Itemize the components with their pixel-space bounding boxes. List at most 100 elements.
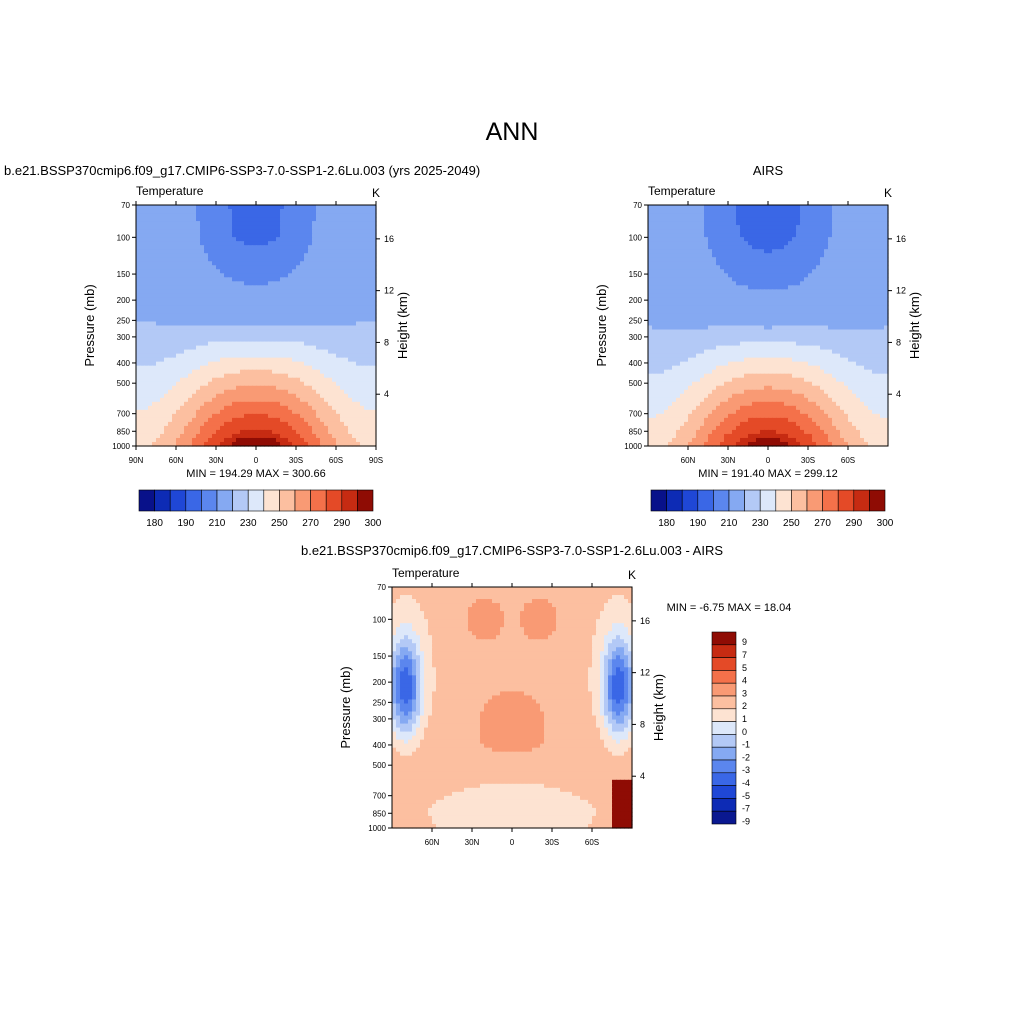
field-cell [268,237,273,242]
field-cell [368,413,373,419]
field-cell [296,417,301,423]
field-cell [800,261,805,266]
field-cell [264,317,269,323]
field-cell [336,301,341,307]
field-cell [352,365,357,371]
field-cell [284,393,289,399]
field-cell [360,241,365,246]
field-cell [224,265,229,270]
field-cell [804,209,809,214]
field-cell [320,369,325,375]
field-cell [236,305,241,311]
field-cell [324,297,329,302]
field-cell [256,273,261,278]
field-cell [828,261,833,266]
field-cell [848,277,853,282]
field-cell [284,245,289,250]
field-cell [292,309,297,315]
field-cell [332,413,337,419]
field-cell [264,217,269,222]
field-cell [180,305,185,311]
field-cell [144,213,149,218]
field-cell [180,393,185,399]
field-cell [160,221,165,226]
field-cell [196,397,201,403]
field-cell [284,321,289,327]
field-cell [264,233,269,238]
field-cell [876,237,881,242]
field-cell [280,213,285,218]
field-cell [356,413,361,419]
field-cell [200,329,205,335]
field-cell [252,253,257,258]
field-cell [752,277,757,282]
field-cell [244,381,249,387]
field-cell [324,409,329,415]
field-cell [756,213,761,218]
field-cell [172,413,177,419]
field-cell [272,233,277,238]
field-cell [280,269,285,274]
field-cell [196,269,201,274]
field-cell [848,217,853,222]
field-cell [148,349,153,355]
field-cell [704,253,709,258]
field-cell [144,265,149,270]
field-cell [856,213,861,218]
field-cell [220,361,225,367]
field-cell [184,273,189,278]
field-cell [328,421,333,427]
field-cell [172,273,177,278]
field-cell [272,237,277,242]
field-cell [284,401,289,407]
field-cell [356,209,361,214]
field-cell [136,265,141,270]
field-cell [300,401,305,407]
field-cell [144,377,149,383]
field-cell [216,269,221,274]
field-cell [328,257,333,262]
field-cell [240,241,245,246]
field-cell [208,249,213,254]
field-cell [320,349,325,355]
field-cell [240,305,245,311]
field-cell [848,261,853,266]
field-cell [144,325,149,331]
field-cell [240,277,245,282]
field-cell [140,373,145,379]
field-cell [656,241,661,246]
field-cell [816,285,821,290]
field-cell [336,353,341,359]
field-cell [372,257,377,262]
field-cell [340,381,345,387]
field-cell [252,321,257,327]
field-cell [200,273,205,278]
field-cell [720,245,725,250]
field-cell [208,217,213,222]
field-cell [676,237,681,242]
field-cell [856,253,861,258]
field-cell [312,285,317,290]
field-cell [352,285,357,290]
field-cell [204,345,209,351]
field-cell [860,277,865,282]
field-cell [180,421,185,427]
field-cell [272,353,277,359]
field-cell [168,265,173,270]
field-cell [280,401,285,407]
field-cell [868,205,873,210]
field-cell [324,341,329,347]
field-cell [184,285,189,290]
field-cell [356,221,361,226]
field-cell [684,273,689,278]
field-cell [756,265,761,270]
field-cell [156,213,161,218]
field-cell [688,233,693,238]
field-cell [256,313,261,319]
field-cell [280,257,285,262]
field-cell [368,297,373,302]
field-cell [880,221,885,226]
field-cell [316,409,321,415]
field-cell [256,301,261,307]
field-cell [708,241,713,246]
